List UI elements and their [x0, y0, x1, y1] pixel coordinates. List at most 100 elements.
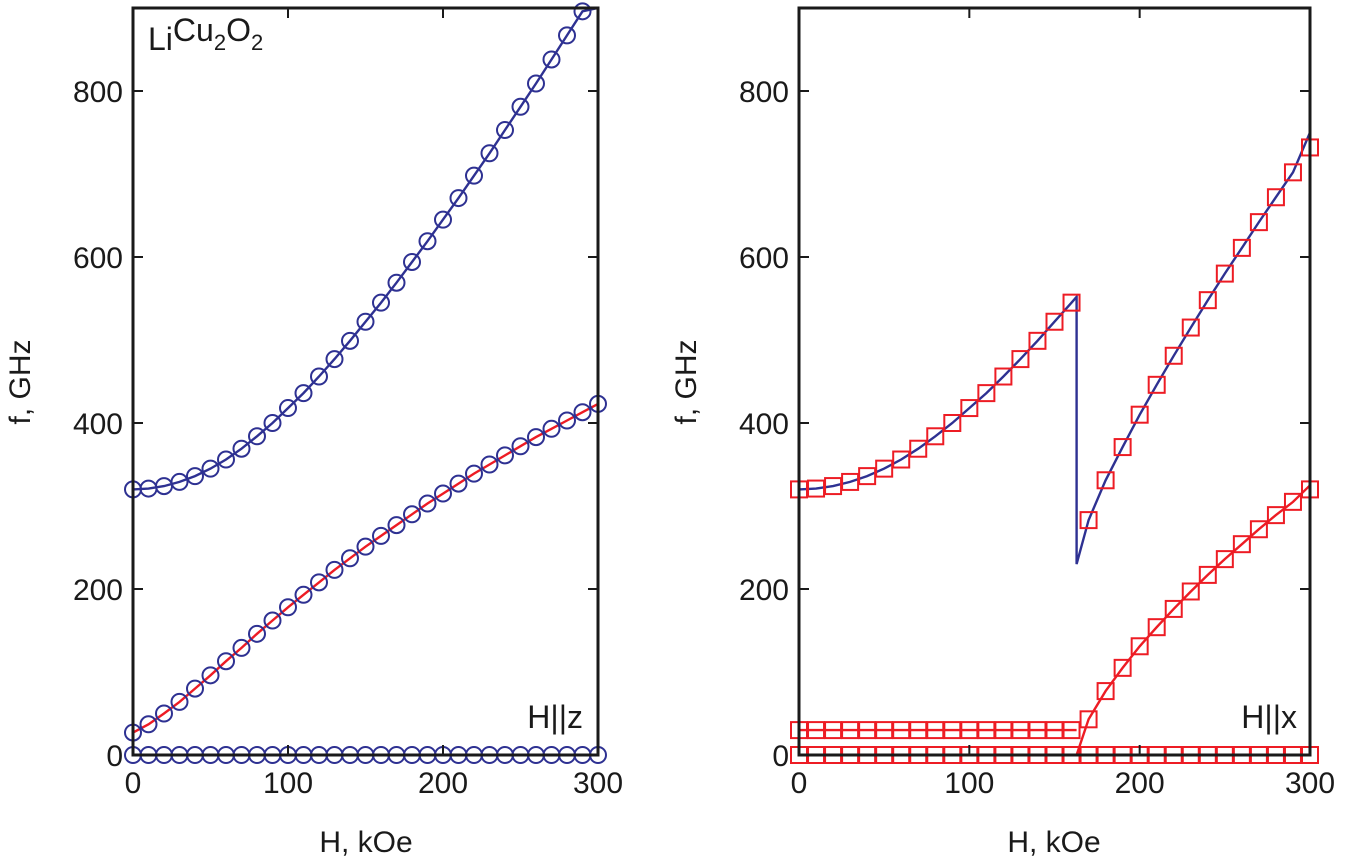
x-axis-label-right: H, kOe	[1007, 826, 1100, 859]
data-point	[434, 484, 452, 503]
x-tick-label: 300	[1285, 767, 1335, 800]
x-tick-label: 0	[125, 767, 142, 800]
data-point	[892, 450, 911, 469]
data-point	[201, 666, 220, 685]
series-line	[798, 132, 1312, 565]
data-point	[1164, 599, 1183, 618]
annotation-field-x: H||x	[1241, 699, 1297, 735]
data-point	[480, 455, 499, 474]
data-point	[1096, 471, 1115, 490]
data-point	[279, 598, 297, 617]
data-point	[926, 721, 945, 740]
data-point	[824, 477, 843, 496]
data-point	[807, 721, 826, 740]
data-point	[248, 624, 266, 643]
data-point	[496, 446, 514, 465]
data-point	[573, 2, 592, 21]
data-point	[186, 679, 204, 698]
data-point	[1232, 535, 1251, 554]
y-tick-label: 200	[739, 574, 789, 607]
data-point	[1147, 618, 1166, 637]
data-point	[170, 692, 189, 711]
data-point	[449, 189, 468, 208]
data-point	[325, 350, 344, 369]
data-point	[263, 414, 282, 432]
data-point	[403, 505, 421, 524]
data-point	[824, 721, 843, 740]
data-point	[294, 585, 313, 604]
data-point	[232, 439, 251, 458]
x-tick-label: 0	[791, 767, 808, 800]
data-point	[892, 721, 911, 740]
data-point	[387, 516, 406, 535]
data-point	[341, 331, 359, 350]
data-point	[294, 384, 313, 403]
data-point	[1045, 721, 1064, 740]
data-point	[155, 704, 173, 723]
data-point	[496, 121, 514, 140]
x-tick-label: 200	[418, 767, 468, 800]
data-point	[232, 638, 251, 657]
x-tick-label: 100	[944, 767, 994, 800]
data-point	[201, 459, 220, 478]
data-point	[909, 721, 928, 740]
data-point	[960, 399, 979, 418]
data-point	[480, 144, 499, 163]
y-tick-label: 600	[73, 242, 123, 275]
data-point	[994, 721, 1013, 740]
plot-frame-right	[797, 6, 1312, 757]
series-line	[132, 402, 599, 734]
y-tick-label: 200	[73, 574, 123, 607]
data-point	[217, 450, 235, 469]
data-point	[807, 479, 826, 498]
data-point	[558, 411, 576, 430]
x-tick-label: 100	[263, 767, 313, 800]
data-point	[1181, 582, 1200, 601]
data-point	[310, 573, 328, 592]
series-line	[132, 6, 599, 491]
data-point	[372, 526, 390, 545]
data-point	[1266, 188, 1285, 207]
data-point	[858, 721, 877, 740]
y-tick-label: 600	[739, 242, 789, 275]
data-point	[527, 74, 545, 93]
data-point	[1079, 511, 1098, 530]
x-axis-label-left: H, kOe	[319, 826, 412, 859]
data-point	[1215, 264, 1234, 283]
data-point	[1045, 312, 1064, 331]
data-point	[1266, 506, 1285, 525]
data-point	[1283, 492, 1302, 511]
data-point	[511, 97, 530, 116]
data-point	[263, 611, 282, 630]
data-point	[434, 210, 452, 229]
annotation-compound: LiCu2O2	[148, 12, 263, 57]
data-point	[170, 472, 189, 491]
data-point	[1062, 721, 1081, 740]
data-point	[310, 367, 328, 386]
y-tick-label: 0	[106, 740, 123, 773]
data-point	[279, 399, 297, 418]
y-tick-label: 800	[73, 76, 123, 109]
data-point	[1028, 721, 1047, 740]
data-point	[418, 232, 437, 251]
y-axis-label-right: f, GHz	[670, 339, 703, 424]
y-tick-label: 800	[739, 76, 789, 109]
panel-left: 0 100 200 300 0 200 400 600 800 H, kOe f, GHz Li…	[4, 2, 623, 859]
data-point	[186, 467, 204, 486]
data-point	[875, 721, 894, 740]
annotation-field-z: H||z	[527, 699, 583, 735]
data-point	[875, 459, 894, 478]
data-point	[139, 715, 158, 734]
x-tick-label: 200	[1115, 767, 1165, 800]
data-point	[1198, 291, 1217, 310]
data-point	[1011, 721, 1030, 740]
y-tick-label: 400	[73, 408, 123, 441]
data-point	[341, 549, 359, 568]
data-point	[1113, 658, 1132, 677]
data-point	[372, 293, 390, 312]
data-point	[1249, 520, 1268, 539]
data-point	[1113, 438, 1132, 457]
data-point	[1096, 682, 1115, 701]
data-point	[1198, 565, 1217, 584]
